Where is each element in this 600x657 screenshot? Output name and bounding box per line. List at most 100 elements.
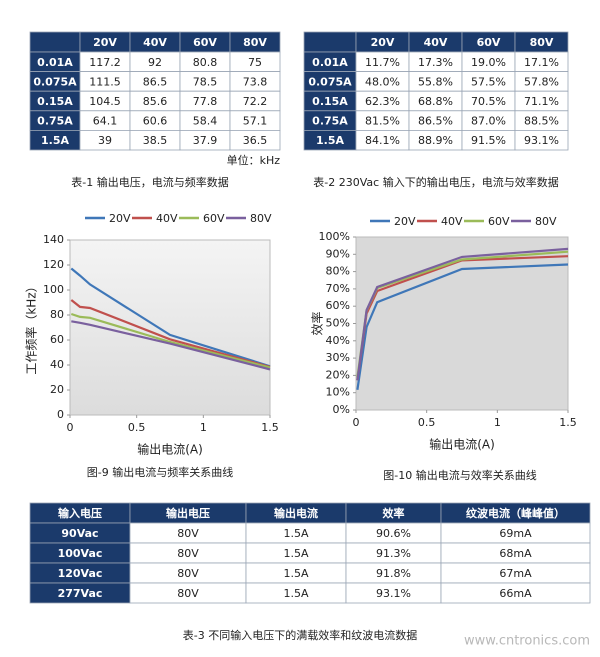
x-axis-label: 输出电流(A): [137, 442, 203, 457]
cell-text: 86.5%: [418, 115, 453, 128]
cell-text: 80V: [177, 527, 199, 540]
y-tick-label: 60: [50, 333, 64, 346]
cell-text: 91.8%: [376, 567, 411, 580]
cell-text: 17.3%: [418, 56, 453, 69]
chart-caption: 图-9 输出电流与频率关系曲线: [87, 465, 233, 479]
cell-text: 75: [248, 56, 262, 69]
cell-text: 60V: [477, 36, 501, 49]
cell-text: 0.75A: [37, 115, 73, 128]
legend-label: 40V: [441, 215, 463, 228]
cell-text: 1.5A: [283, 547, 308, 560]
cell-text: 0.15A: [312, 95, 348, 108]
y-tick-label: 90%: [326, 247, 350, 260]
cell-text: 90.6%: [376, 527, 411, 540]
table-cell: [229, 129, 281, 151]
cell-text: 90Vac: [61, 527, 98, 540]
y-tick-label: 50%: [326, 317, 350, 330]
cell-text: 68mA: [499, 547, 532, 560]
cell-text: 117.2: [89, 56, 121, 69]
table-cell: [440, 582, 591, 604]
cell-text: 纹波电流（峰峰值）: [466, 506, 565, 520]
y-axis-label: 工作频率（kHz）: [24, 280, 39, 374]
cell-text: 73.8: [243, 75, 268, 88]
cell-text: 80.8: [193, 56, 218, 69]
x-tick-label: 0: [67, 421, 74, 434]
cell-text: 92: [148, 56, 162, 69]
cell-text: 0.01A: [37, 56, 73, 69]
table-corner: [29, 31, 81, 53]
x-tick-label: 0: [353, 416, 360, 429]
cell-text: 80V: [530, 36, 554, 49]
cell-text: 80V: [177, 547, 199, 560]
cell-text: 1.5A: [283, 587, 308, 600]
y-axis-label: 效率: [310, 311, 325, 335]
cell-text: 60V: [193, 36, 217, 49]
y-tick-label: 20: [50, 383, 64, 396]
cell-text: 48.0%: [365, 75, 400, 88]
cell-text: 38.5: [143, 134, 168, 147]
x-axis-label: 输出电流(A): [429, 437, 495, 452]
plot-area: [355, 236, 569, 411]
cell-text: 84.1%: [365, 134, 400, 147]
x-tick-label: 1.5: [559, 416, 577, 429]
cell-text: 85.6: [143, 95, 168, 108]
cell-text: 输入电压: [58, 506, 102, 520]
cell-text: 57.1: [243, 115, 268, 128]
cell-text: 0.075A: [33, 75, 77, 88]
cell-text: 58.4: [193, 115, 218, 128]
table-caption: 表-3 不同输入电压下的满载效率和纹波电流数据: [183, 628, 417, 642]
series-line: [356, 263, 569, 390]
cell-text: 70.5%: [471, 95, 506, 108]
cell-text: 39: [98, 134, 112, 147]
watermark: www.cntronics.com: [464, 634, 590, 649]
cell-text: 40V: [424, 36, 448, 49]
cell-text: 71.1%: [524, 95, 559, 108]
series-line: [356, 247, 569, 381]
cell-text: 68.8%: [418, 95, 453, 108]
y-tick-label: 20%: [326, 368, 350, 381]
cell-text: 80V: [243, 36, 267, 49]
cell-text: 0.15A: [37, 95, 73, 108]
plot-area: [69, 239, 271, 416]
cell-text: 111.5: [89, 75, 121, 88]
y-tick-label: 140: [43, 233, 64, 246]
y-tick-label: 0: [57, 408, 64, 421]
y-tick-label: 70%: [326, 282, 350, 295]
x-tick-label: 1.5: [261, 421, 279, 434]
y-tick-label: 40%: [326, 334, 350, 347]
series-line: [71, 320, 271, 371]
cell-text: 17.1%: [524, 56, 559, 69]
cell-text: 36.5: [243, 134, 268, 147]
unit-label: 单位：kHz: [227, 153, 281, 167]
cell-text: 100Vac: [58, 547, 103, 560]
x-tick-label: 0.5: [418, 416, 436, 429]
series-line: [70, 267, 271, 368]
y-tick-label: 40: [50, 358, 64, 371]
y-tick-label: 30%: [326, 351, 350, 364]
legend-label: 20V: [394, 215, 416, 228]
series-line: [70, 299, 271, 368]
cell-text: 0.075A: [308, 75, 352, 88]
cell-text: 40V: [143, 36, 167, 49]
cell-text: 77.8: [193, 95, 218, 108]
x-tick-label: 1: [200, 421, 207, 434]
cell-text: 20V: [371, 36, 395, 49]
legend-label: 20V: [109, 212, 131, 225]
x-tick-label: 0.5: [128, 421, 146, 434]
cell-text: 1.5A: [283, 527, 308, 540]
legend-label: 80V: [250, 212, 272, 225]
legend-label: 60V: [203, 212, 225, 225]
cell-text: 104.5: [89, 95, 121, 108]
cell-text: 91.5%: [471, 134, 506, 147]
cell-text: 输出电压: [166, 506, 210, 520]
cell-text: 37.9: [193, 134, 218, 147]
cell-text: 80V: [177, 567, 199, 580]
cell-text: 1.5A: [316, 134, 344, 147]
cell-text: 120Vac: [58, 567, 103, 580]
cell-text: 277Vac: [58, 587, 103, 600]
y-tick-label: 80%: [326, 265, 350, 278]
y-tick-label: 0%: [333, 403, 350, 416]
cell-text: 86.5: [143, 75, 168, 88]
y-tick-label: 10%: [326, 386, 350, 399]
